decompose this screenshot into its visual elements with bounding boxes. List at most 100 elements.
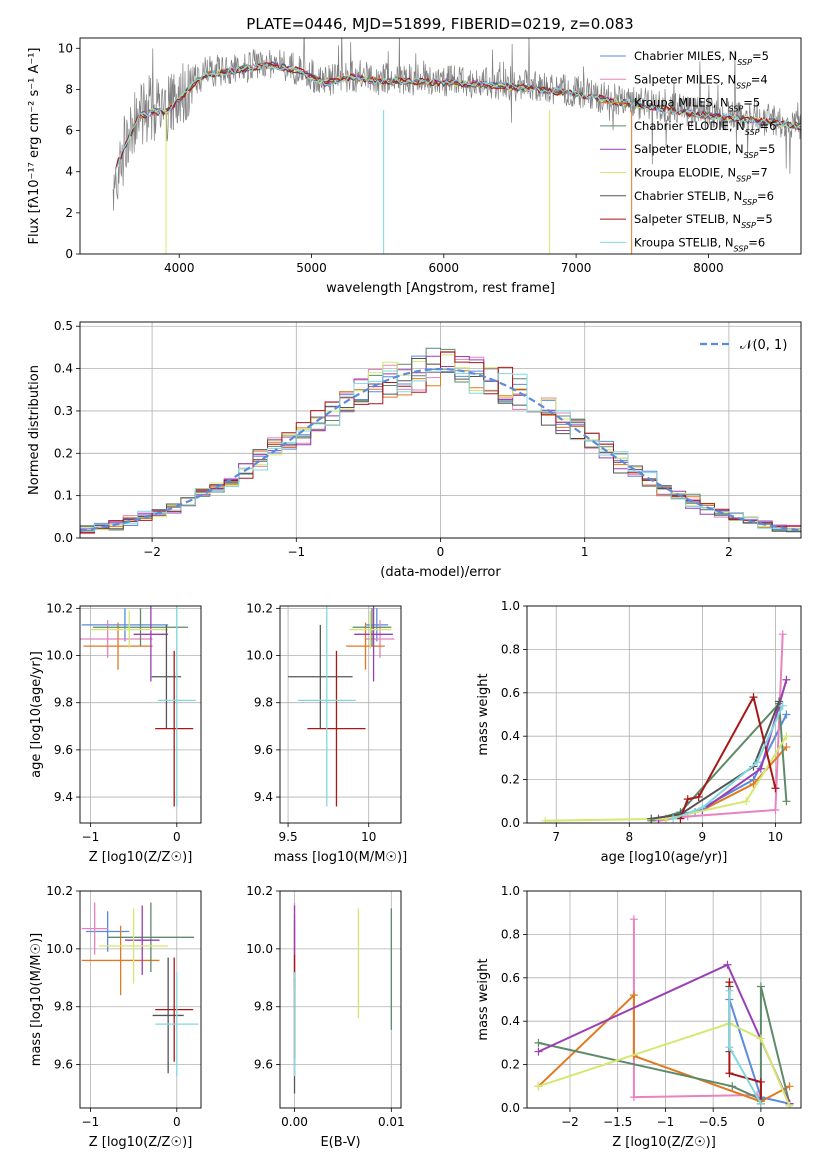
x-axis-label: Z [log10(Z/Z☉)] bbox=[89, 1135, 193, 1150]
x-tick-label: 2 bbox=[725, 545, 733, 559]
data-point bbox=[728, 1082, 737, 1091]
mass-weight-vs-metallicity: −2 −1.5 −1 −0.5 0 0.0 0.2 0.4 0.6 0.8 1.0 Z [log10(… bbox=[476, 884, 802, 1150]
y-tick-label: 9.8 bbox=[254, 696, 273, 710]
data-point bbox=[778, 630, 787, 639]
x-tick-label: −0.5 bbox=[699, 1115, 728, 1129]
residual-histogram: −2 −1 0 1 2 0.0 0.1 0.2 0.3 0.4 0.5 (data-model)/er… bbox=[27, 319, 802, 580]
data-point bbox=[775, 697, 784, 706]
y-tick-label: 10.2 bbox=[46, 884, 73, 898]
y-tick-label: 0.1 bbox=[54, 489, 73, 503]
x-tick-label: 5000 bbox=[296, 261, 327, 275]
page-title: PLATE=0446, MJD=51899, FIBERID=0219, z=0… bbox=[246, 15, 633, 33]
data-point bbox=[782, 675, 791, 684]
data-point bbox=[725, 1043, 734, 1052]
y-tick-label: 9.6 bbox=[54, 1058, 73, 1072]
y-tick-label: 0.6 bbox=[501, 971, 520, 985]
axes-frame bbox=[79, 890, 202, 1109]
y-tick-label: 8 bbox=[65, 82, 73, 96]
y-axis-label: Flux [fλ10⁻¹⁷ erg cm⁻² s⁻¹ A⁻¹] bbox=[27, 48, 42, 245]
y-tick-label: 10.2 bbox=[246, 601, 273, 615]
y-tick-label: 0.6 bbox=[501, 686, 520, 700]
data-point bbox=[785, 1101, 794, 1108]
data-point bbox=[785, 1082, 794, 1091]
y-tick-label: 10.2 bbox=[246, 884, 273, 898]
x-tick-label: 9 bbox=[699, 830, 707, 844]
data-point bbox=[782, 797, 791, 806]
axes-frame bbox=[279, 890, 402, 1109]
data-point bbox=[742, 797, 751, 806]
axes-frame bbox=[79, 37, 802, 255]
data-point bbox=[534, 1082, 543, 1091]
mass-vs-extinction: 0.00 0.01 9.6 9.8 10.0 10.2 E(B-V) bbox=[246, 884, 404, 1150]
age-vs-metallicity: −1 0 9.4 9.6 9.8 10.0 10.2 Z [log10(Z/Z☉)] age [… bbox=[29, 601, 202, 865]
axes-frame bbox=[526, 890, 802, 1109]
data-point bbox=[629, 1093, 638, 1102]
data-point bbox=[782, 732, 791, 741]
data-point bbox=[669, 814, 678, 823]
x-tick-label: 6000 bbox=[429, 261, 460, 275]
x-axis-label: E(B-V) bbox=[320, 1135, 360, 1150]
series-line bbox=[679, 694, 777, 820]
y-tick-label: 0.5 bbox=[54, 319, 73, 333]
series-line bbox=[672, 705, 784, 820]
histogram-steps bbox=[80, 369, 801, 533]
legend-entry: Salpeter MILES, NSSP=4 bbox=[634, 72, 768, 90]
y-tick-label: 10.0 bbox=[246, 942, 273, 956]
y-tick-label: 9.6 bbox=[254, 1058, 273, 1072]
y-axis-label: mass weight bbox=[476, 958, 491, 1040]
y-tick-label: 0.8 bbox=[501, 927, 520, 941]
x-tick-label: 7000 bbox=[561, 261, 592, 275]
series-line bbox=[538, 1022, 791, 1107]
histogram-steps bbox=[80, 347, 801, 532]
y-tick-label: 0.3 bbox=[54, 404, 73, 418]
x-tick-label: 8 bbox=[625, 830, 633, 844]
data-point bbox=[756, 1077, 765, 1086]
gaussian-curve bbox=[80, 367, 801, 532]
plot-area bbox=[293, 902, 392, 1094]
y-tick-label: 0 bbox=[65, 247, 73, 261]
y-tick-label: 0.0 bbox=[54, 531, 73, 545]
mass-weight-vs-age: 7 8 9 10 0.0 0.2 0.4 0.6 0.8 1.0 age [log10(age/yr… bbox=[476, 599, 802, 865]
legend-entry: Chabrier MILES, NSSP=5 bbox=[634, 49, 769, 67]
spectrum-legend: Chabrier MILES, NSSP=5 Salpeter MILES, NS… bbox=[600, 49, 776, 253]
legend-entry: Salpeter STELIB, NSSP=5 bbox=[634, 212, 773, 230]
data-point bbox=[725, 978, 734, 987]
y-tick-label: 2 bbox=[65, 206, 73, 220]
y-tick-label: 9.4 bbox=[254, 790, 273, 804]
model-spectrum-line bbox=[115, 62, 801, 170]
plot-area bbox=[288, 606, 395, 807]
data-point bbox=[756, 1099, 765, 1108]
y-tick-label: 1.0 bbox=[501, 884, 520, 898]
y-tick-label: 0.2 bbox=[54, 446, 73, 460]
y-tick-label: 0.0 bbox=[501, 816, 520, 830]
y-tick-label: 9.8 bbox=[254, 1000, 273, 1014]
mass-vs-metallicity: −1 0 9.6 9.8 10.0 10.2 Z [log10(Z/Z☉)] mass [lo… bbox=[29, 884, 202, 1150]
data-point bbox=[725, 986, 734, 995]
y-tick-label: 0.4 bbox=[501, 1014, 520, 1028]
y-tick-label: 10.0 bbox=[46, 649, 73, 663]
legend-entry: Kroupa ELODIE, NSSP=7 bbox=[634, 166, 768, 184]
axes-frame bbox=[279, 605, 402, 824]
y-axis-label: mass weight bbox=[476, 673, 491, 755]
y-axis-label: age [log10(age/yr)] bbox=[29, 651, 44, 778]
x-tick-label: −1 bbox=[82, 1115, 100, 1129]
series-line bbox=[545, 735, 788, 822]
histogram-steps bbox=[80, 351, 801, 534]
x-tick-label: 0.01 bbox=[378, 1115, 405, 1129]
y-tick-label: 1.0 bbox=[501, 599, 520, 613]
data-point bbox=[629, 915, 638, 924]
x-tick-label: 0 bbox=[173, 830, 181, 844]
series-line bbox=[651, 701, 781, 820]
x-tick-label: 0 bbox=[437, 545, 445, 559]
legend-entry: Kroupa STELIB, NSSP=6 bbox=[634, 235, 765, 253]
plot-area bbox=[81, 902, 199, 1077]
x-tick-label: 0 bbox=[757, 1115, 765, 1129]
data-point bbox=[534, 1047, 543, 1056]
x-tick-label: 1 bbox=[581, 545, 589, 559]
y-axis-label: Normed distribution bbox=[27, 365, 42, 495]
y-tick-label: 9.6 bbox=[254, 743, 273, 757]
y-tick-label: 0.4 bbox=[501, 729, 520, 743]
plot-area bbox=[80, 347, 801, 534]
plot-area bbox=[541, 630, 791, 823]
x-axis-label: age [log10(age/yr)] bbox=[601, 850, 728, 865]
